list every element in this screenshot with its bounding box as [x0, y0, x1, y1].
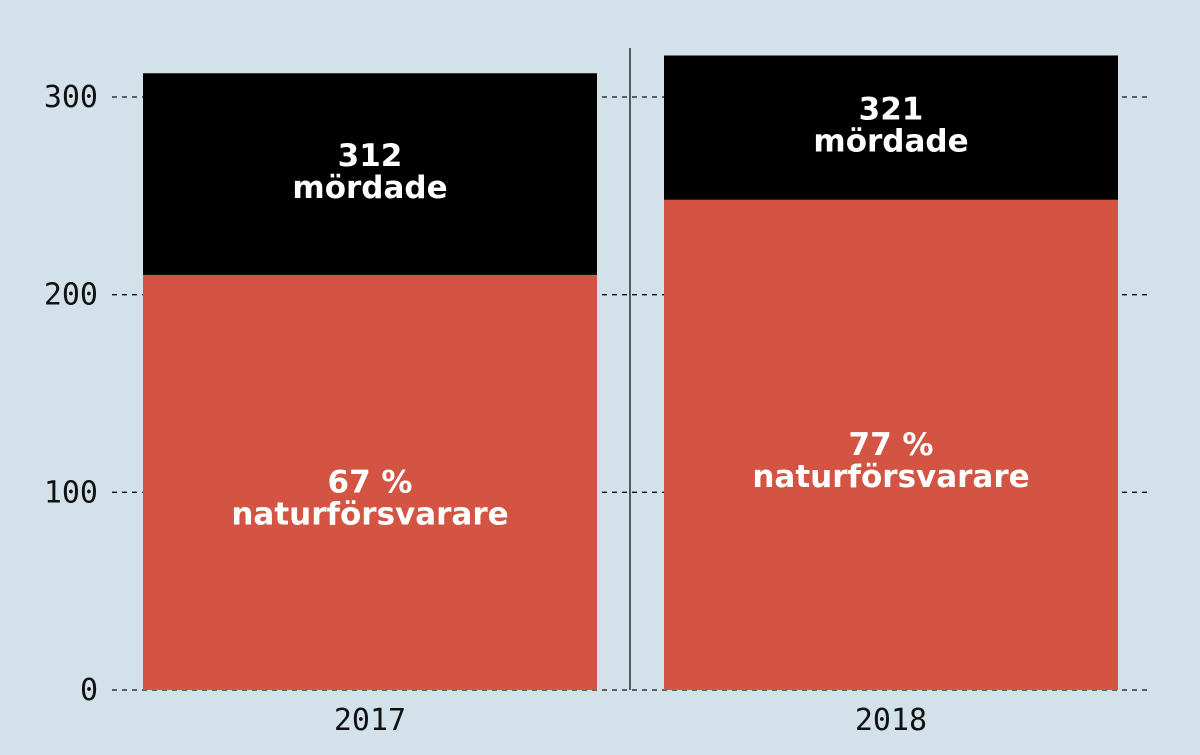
y-axis: 0 100 200 300	[44, 80, 98, 708]
x-tick-label-2018: 2018	[855, 703, 927, 738]
y-tick-label-100: 100	[44, 475, 98, 510]
bar-defenders-2018	[664, 199, 1118, 690]
murdered-count-label: 321	[859, 92, 924, 128]
defenders-share-label: 67 %	[328, 464, 413, 500]
defenders-text-label: naturförsvarare	[231, 496, 508, 532]
x-axis: 2017 2018	[334, 703, 927, 738]
y-tick-label-0: 0	[80, 673, 98, 708]
murdered-text-label: mördade	[813, 124, 968, 160]
defenders-text-label: naturförsvarare	[752, 459, 1029, 495]
bar-defenders-2017	[143, 274, 597, 690]
murdered-text-label: mördade	[292, 170, 447, 206]
bar-murdered-2017	[143, 73, 597, 275]
murdered-count-label: 312	[338, 138, 403, 174]
y-tick-label-200: 200	[44, 278, 98, 313]
x-tick-label-2017: 2017	[334, 703, 406, 738]
defenders-share-label: 77 %	[849, 427, 934, 463]
y-tick-label-300: 300	[44, 80, 98, 115]
bars	[143, 55, 1118, 690]
bar-murdered-2018	[664, 55, 1118, 200]
